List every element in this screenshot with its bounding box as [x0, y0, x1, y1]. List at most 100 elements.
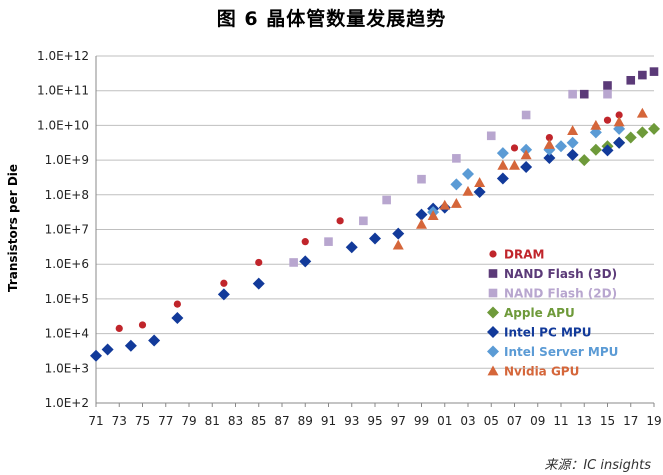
point-intel-pc-mpu — [299, 255, 312, 268]
x-tick-label: 09 — [530, 414, 545, 428]
legend-item-intel-server-mpu: Intel Server MPU — [487, 345, 618, 359]
y-tick-label: 1.0E+12 — [37, 49, 89, 63]
series-nand-flash-3d — [579, 67, 659, 99]
point-nand-flash-3d — [649, 67, 659, 76]
x-tick-label: 15 — [600, 414, 615, 428]
y-axis-label: Transistors per Die — [6, 164, 20, 292]
point-intel-pc-mpu — [415, 208, 428, 221]
point-nvidia-gpu — [427, 210, 439, 221]
x-tick-label: 71 — [88, 414, 103, 428]
point-intel-server-mpu — [496, 147, 509, 160]
point-dram — [603, 116, 612, 124]
legend-marker-intel-server-mpu — [487, 345, 499, 358]
point-dram — [220, 279, 228, 287]
y-tick-label: 1.0E+2 — [45, 396, 89, 410]
point-intel-pc-mpu — [392, 227, 405, 240]
point-nvidia-gpu — [439, 199, 451, 210]
point-intel-pc-mpu — [101, 343, 114, 356]
point-nand-flash-2d — [568, 89, 577, 99]
point-nand-flash-2d — [417, 174, 426, 184]
point-dram — [301, 238, 309, 246]
x-tick-label: 13 — [577, 414, 592, 428]
x-tick-label: 93 — [344, 414, 359, 428]
x-tick-label: 73 — [112, 414, 127, 428]
point-nand-flash-2d — [382, 195, 391, 205]
point-intel-pc-mpu — [369, 232, 381, 245]
point-intel-server-mpu — [450, 178, 463, 191]
x-tick-label: 03 — [460, 414, 475, 428]
y-tick-label: 1.0E+4 — [45, 327, 89, 341]
x-tick-label: 87 — [274, 414, 289, 428]
legend-item-apple-apu: Apple APU — [487, 306, 575, 320]
point-nand-flash-3d — [638, 70, 647, 80]
legend-marker-nvidia-gpu — [487, 365, 499, 376]
point-dram — [173, 300, 181, 308]
point-nvidia-gpu — [590, 119, 602, 130]
x-tick-label: 85 — [251, 414, 266, 428]
point-nand-flash-3d — [579, 89, 589, 99]
x-tick-label: 81 — [205, 414, 220, 428]
point-dram — [255, 258, 263, 267]
point-nand-flash-3d — [603, 81, 612, 90]
point-intel-pc-mpu — [520, 161, 533, 174]
point-dram — [510, 144, 519, 152]
point-apple-apu — [589, 143, 602, 156]
point-intel-pc-mpu — [217, 288, 230, 301]
x-tick-label: 75 — [135, 414, 150, 428]
legend-label-intel-pc-mpu: Intel PC MPU — [504, 326, 591, 340]
legend-marker-nand-flash-2d — [488, 288, 498, 298]
point-dram — [615, 111, 623, 119]
point-intel-pc-mpu — [601, 144, 614, 157]
point-nvidia-gpu — [450, 197, 462, 208]
point-nvidia-gpu — [567, 125, 579, 136]
source-note: 来源：IC insights — [544, 458, 651, 473]
point-intel-pc-mpu — [345, 241, 358, 254]
legend-label-apple-apu: Apple APU — [504, 306, 575, 320]
legend-label-dram: DRAM — [504, 248, 544, 262]
y-tick-labels: 1.0E+2 1.0E+3 1.0E+4 1.0E+5 1.0E+6 1.0E+7 1.0E… — [37, 49, 89, 410]
x-tick-label: 99 — [414, 414, 429, 428]
point-nvidia-gpu — [462, 185, 474, 196]
point-intel-pc-mpu — [171, 311, 184, 324]
point-intel-pc-mpu — [124, 339, 137, 352]
x-tick-label: 11 — [553, 414, 568, 428]
x-tick-label: 07 — [507, 414, 522, 428]
point-apple-apu — [648, 122, 660, 135]
point-apple-apu — [636, 126, 649, 139]
point-intel-pc-mpu — [613, 136, 626, 149]
x-tick-label: 17 — [623, 414, 638, 428]
point-nand-flash-2d — [603, 89, 612, 99]
y-tick-label: 1.0E+5 — [45, 292, 89, 306]
series-nvidia-gpu — [392, 107, 648, 250]
point-nvidia-gpu — [509, 159, 520, 170]
x-tick-label: 79 — [181, 414, 196, 428]
legend-marker-apple-apu — [487, 306, 499, 319]
point-nand-flash-2d — [452, 154, 461, 163]
legend-item-nand-flash-3d: NAND Flash (3D) — [488, 267, 617, 281]
x-tick-label: 89 — [298, 414, 313, 428]
point-nvidia-gpu — [636, 107, 648, 118]
x-tick-label: 05 — [484, 414, 499, 428]
x-tick-label: 97 — [391, 414, 406, 428]
x-tick-labels: 71 73 75 77 79 81 83 85 87 89 91 93 95 97 99 01 03 05 07 09… — [88, 414, 661, 428]
point-dram — [545, 133, 553, 142]
legend-marker-dram — [489, 250, 497, 258]
legend: DRAM NAND Flash (3D) NAND Flash (2D) Apple … — [487, 248, 618, 379]
point-intel-pc-mpu — [252, 277, 265, 290]
y-tick-label: 1.0E+10 — [37, 118, 89, 132]
point-intel-pc-mpu — [90, 349, 102, 362]
point-nand-flash-2d — [521, 110, 531, 120]
point-intel-server-mpu — [566, 136, 579, 149]
point-nand-flash-2d — [359, 216, 368, 226]
x-tick-label: 19 — [646, 414, 661, 428]
y-tick-label: 1.0E+7 — [45, 223, 89, 237]
point-nvidia-gpu — [613, 116, 625, 127]
point-intel-pc-mpu — [148, 334, 161, 347]
point-intel-pc-mpu — [566, 148, 579, 161]
legend-label-intel-server-mpu: Intel Server MPU — [504, 345, 618, 359]
point-apple-apu — [578, 154, 591, 167]
legend-item-nvidia-gpu: Nvidia GPU — [487, 365, 579, 379]
y-tick-label: 1.0E+8 — [45, 188, 89, 202]
axes — [95, 56, 655, 407]
